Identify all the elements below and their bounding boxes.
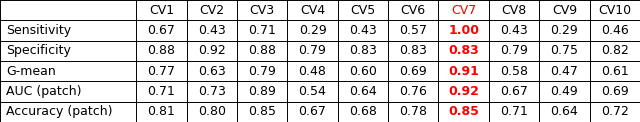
Text: 0.64: 0.64 — [349, 85, 377, 98]
Text: 0.67: 0.67 — [299, 105, 326, 118]
Text: CV2: CV2 — [199, 4, 224, 17]
Text: 0.78: 0.78 — [399, 105, 428, 118]
Text: 0.72: 0.72 — [601, 105, 628, 118]
Text: 0.88: 0.88 — [147, 44, 175, 57]
Text: G-mean: G-mean — [6, 65, 56, 78]
Text: 0.29: 0.29 — [299, 24, 326, 37]
Text: 0.29: 0.29 — [550, 24, 579, 37]
Text: Accuracy (patch): Accuracy (patch) — [6, 105, 113, 118]
Text: 0.83: 0.83 — [399, 44, 428, 57]
Text: 0.60: 0.60 — [349, 65, 377, 78]
Text: 0.43: 0.43 — [198, 24, 226, 37]
Text: 0.47: 0.47 — [550, 65, 579, 78]
Text: 0.83: 0.83 — [349, 44, 377, 57]
Text: 0.89: 0.89 — [248, 85, 276, 98]
Text: 0.57: 0.57 — [399, 24, 428, 37]
Text: 0.61: 0.61 — [601, 65, 628, 78]
Text: 0.88: 0.88 — [248, 44, 276, 57]
Text: CV7: CV7 — [451, 4, 476, 17]
Text: 0.81: 0.81 — [147, 105, 175, 118]
Text: 0.83: 0.83 — [448, 44, 479, 57]
Text: 0.71: 0.71 — [147, 85, 175, 98]
Text: 0.85: 0.85 — [448, 105, 479, 118]
Text: 0.77: 0.77 — [147, 65, 175, 78]
Text: 0.75: 0.75 — [550, 44, 579, 57]
Text: 0.71: 0.71 — [500, 105, 528, 118]
Text: CV3: CV3 — [250, 4, 275, 17]
Text: 0.49: 0.49 — [550, 85, 579, 98]
Text: 0.71: 0.71 — [248, 24, 276, 37]
Text: 0.92: 0.92 — [448, 85, 479, 98]
Text: 0.64: 0.64 — [550, 105, 579, 118]
Text: 0.43: 0.43 — [500, 24, 528, 37]
Text: 0.85: 0.85 — [248, 105, 276, 118]
Text: CV8: CV8 — [501, 4, 527, 17]
Text: 0.67: 0.67 — [147, 24, 175, 37]
Text: AUC (patch): AUC (patch) — [6, 85, 82, 98]
Text: 0.79: 0.79 — [500, 44, 528, 57]
Text: 1.00: 1.00 — [448, 24, 479, 37]
Text: 0.69: 0.69 — [399, 65, 427, 78]
Text: 0.79: 0.79 — [248, 65, 276, 78]
Text: CV5: CV5 — [350, 4, 376, 17]
Text: Sensitivity: Sensitivity — [6, 24, 72, 37]
Text: 0.76: 0.76 — [399, 85, 428, 98]
Text: 0.79: 0.79 — [299, 44, 326, 57]
Text: CV9: CV9 — [552, 4, 577, 17]
Text: 0.48: 0.48 — [299, 65, 326, 78]
Text: 0.46: 0.46 — [601, 24, 628, 37]
Text: 0.58: 0.58 — [500, 65, 528, 78]
Text: 0.82: 0.82 — [601, 44, 628, 57]
Text: 0.69: 0.69 — [601, 85, 628, 98]
Text: CV10: CV10 — [598, 4, 632, 17]
Text: 0.67: 0.67 — [500, 85, 528, 98]
Text: 0.92: 0.92 — [198, 44, 226, 57]
Text: 0.91: 0.91 — [448, 65, 479, 78]
Text: CV6: CV6 — [401, 4, 426, 17]
Text: CV4: CV4 — [300, 4, 325, 17]
Text: 0.73: 0.73 — [198, 85, 226, 98]
Text: 0.43: 0.43 — [349, 24, 377, 37]
Text: 0.68: 0.68 — [349, 105, 377, 118]
Text: 0.80: 0.80 — [198, 105, 226, 118]
Text: 0.63: 0.63 — [198, 65, 226, 78]
Text: Specificity: Specificity — [6, 44, 71, 57]
Text: 0.54: 0.54 — [299, 85, 326, 98]
Text: CV1: CV1 — [148, 4, 174, 17]
